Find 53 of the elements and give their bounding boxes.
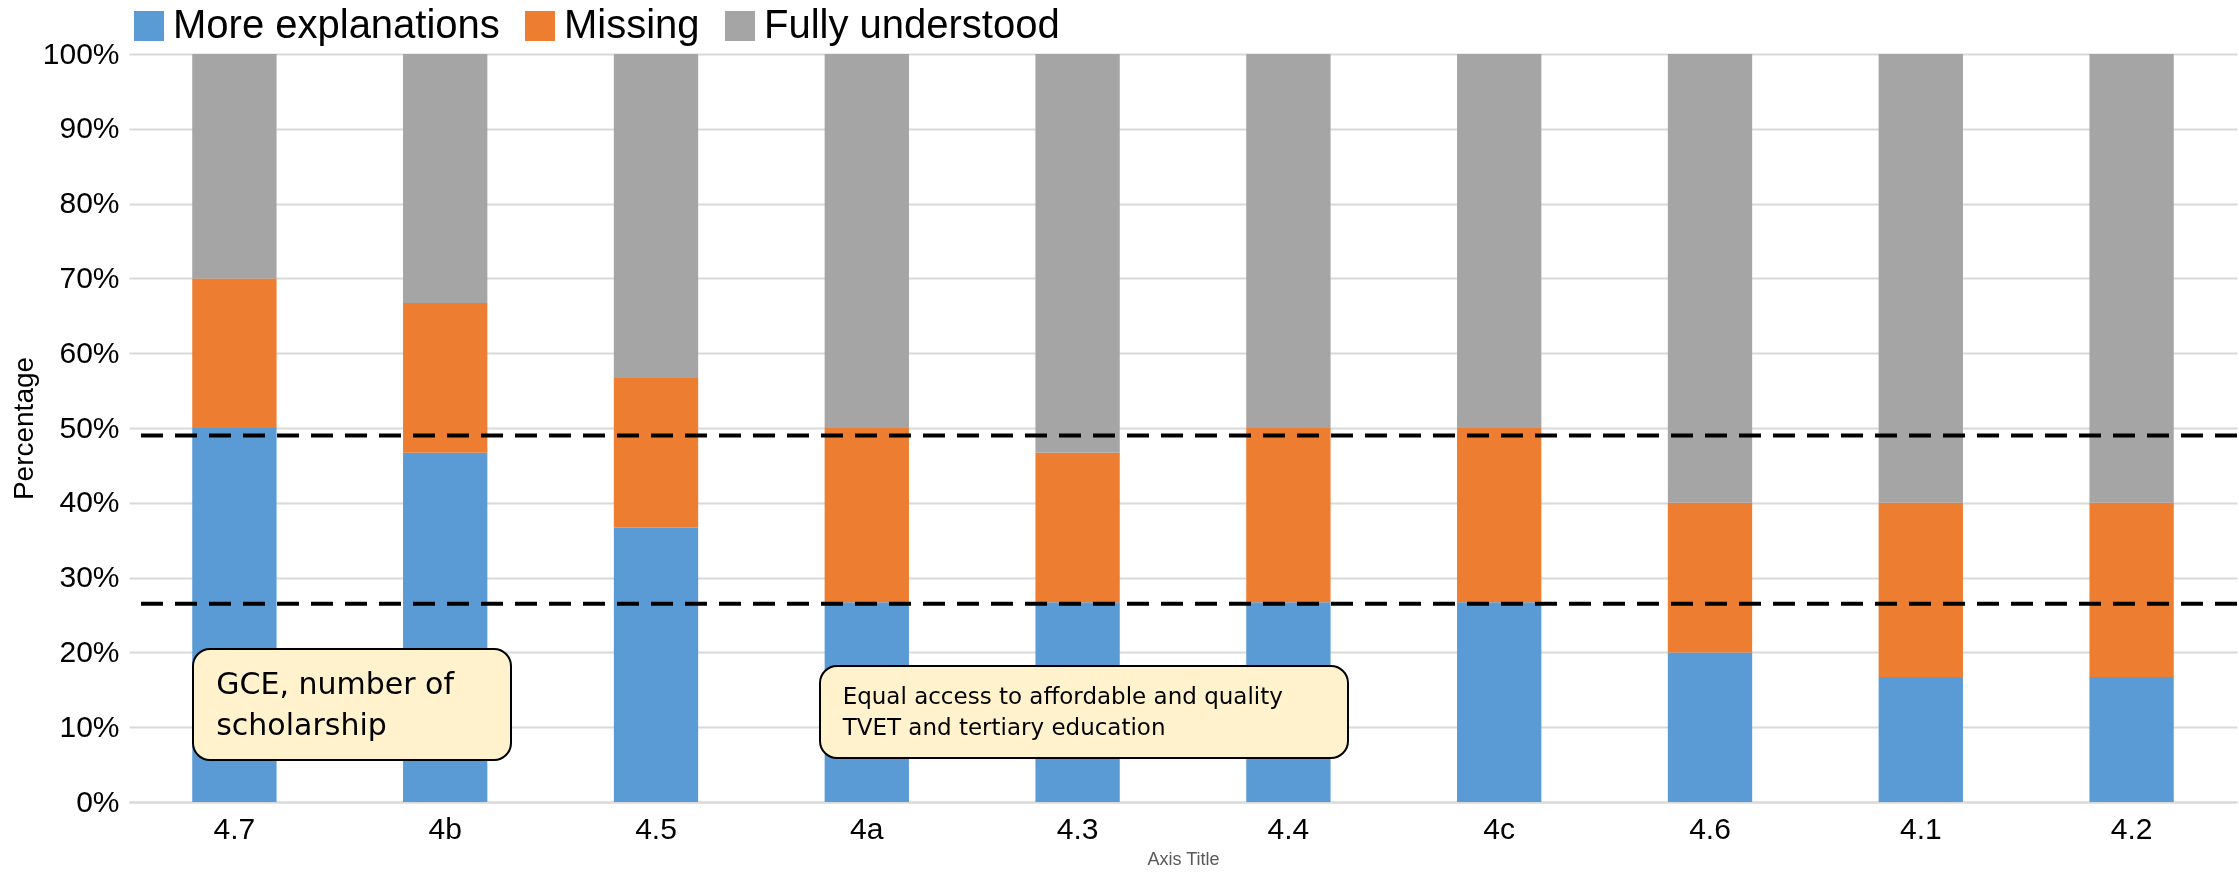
x-tick-label: 4.6 — [1689, 811, 1731, 845]
bar — [1457, 428, 1542, 603]
x-tick-label: 4.1 — [1899, 811, 1942, 845]
bar — [1667, 502, 1753, 653]
y-tick-label: 20% — [59, 634, 120, 668]
y-tick-label: 40% — [59, 485, 120, 519]
bar — [1667, 652, 1753, 802]
x-axis-title: Axis Title — [1147, 848, 1220, 869]
y-tick-label: 10% — [59, 709, 120, 743]
bar — [1667, 54, 1753, 503]
bar — [1457, 54, 1542, 428]
y-tick-label: 90% — [59, 111, 120, 145]
legend-label: Missing — [564, 2, 700, 46]
legend-label: Fully understood — [764, 2, 1060, 46]
bar — [1035, 54, 1120, 453]
bar — [2089, 677, 2174, 802]
x-tick-label: 4c — [1483, 811, 1516, 845]
y-tick-label: 80% — [59, 186, 120, 220]
y-axis-title: Percentage — [7, 356, 39, 501]
bar — [1878, 54, 1963, 503]
bar — [403, 54, 488, 304]
y-tick-label: 60% — [59, 335, 120, 369]
bar — [613, 377, 699, 528]
bar — [1878, 502, 1963, 678]
y-tick-label: 30% — [59, 560, 120, 594]
x-tick-label: 4a — [850, 811, 884, 845]
x-tick-label: 4.2 — [2110, 811, 2153, 845]
bar — [403, 303, 488, 453]
bar — [824, 54, 909, 428]
bar — [1878, 677, 1963, 802]
y-tick-label: 50% — [59, 410, 120, 444]
bar — [1457, 602, 1542, 802]
x-tick-label: 4.3 — [1056, 811, 1099, 845]
bar — [613, 54, 699, 378]
bar — [2089, 502, 2174, 678]
bar — [192, 54, 277, 279]
bar — [824, 428, 909, 603]
note-box: Equal access to affordable and quality TVET and tertiary education — [818, 665, 1349, 760]
bar — [1246, 428, 1331, 603]
bar — [1035, 452, 1120, 603]
x-tick-label: 4.4 — [1267, 811, 1310, 845]
bar — [613, 527, 699, 802]
note-box: GCE, number of scholarship — [192, 648, 513, 762]
bar — [2089, 54, 2174, 503]
bar — [192, 278, 277, 428]
y-tick-label: 0% — [76, 784, 120, 818]
y-tick-label: 100% — [42, 36, 120, 70]
x-tick-label: 4.7 — [213, 811, 256, 845]
x-tick-label: 4b — [428, 811, 462, 845]
x-tick-label: 4.5 — [635, 811, 677, 845]
legend-label: More explanations — [173, 2, 500, 46]
bar — [1246, 54, 1331, 428]
y-tick-label: 70% — [59, 260, 120, 294]
